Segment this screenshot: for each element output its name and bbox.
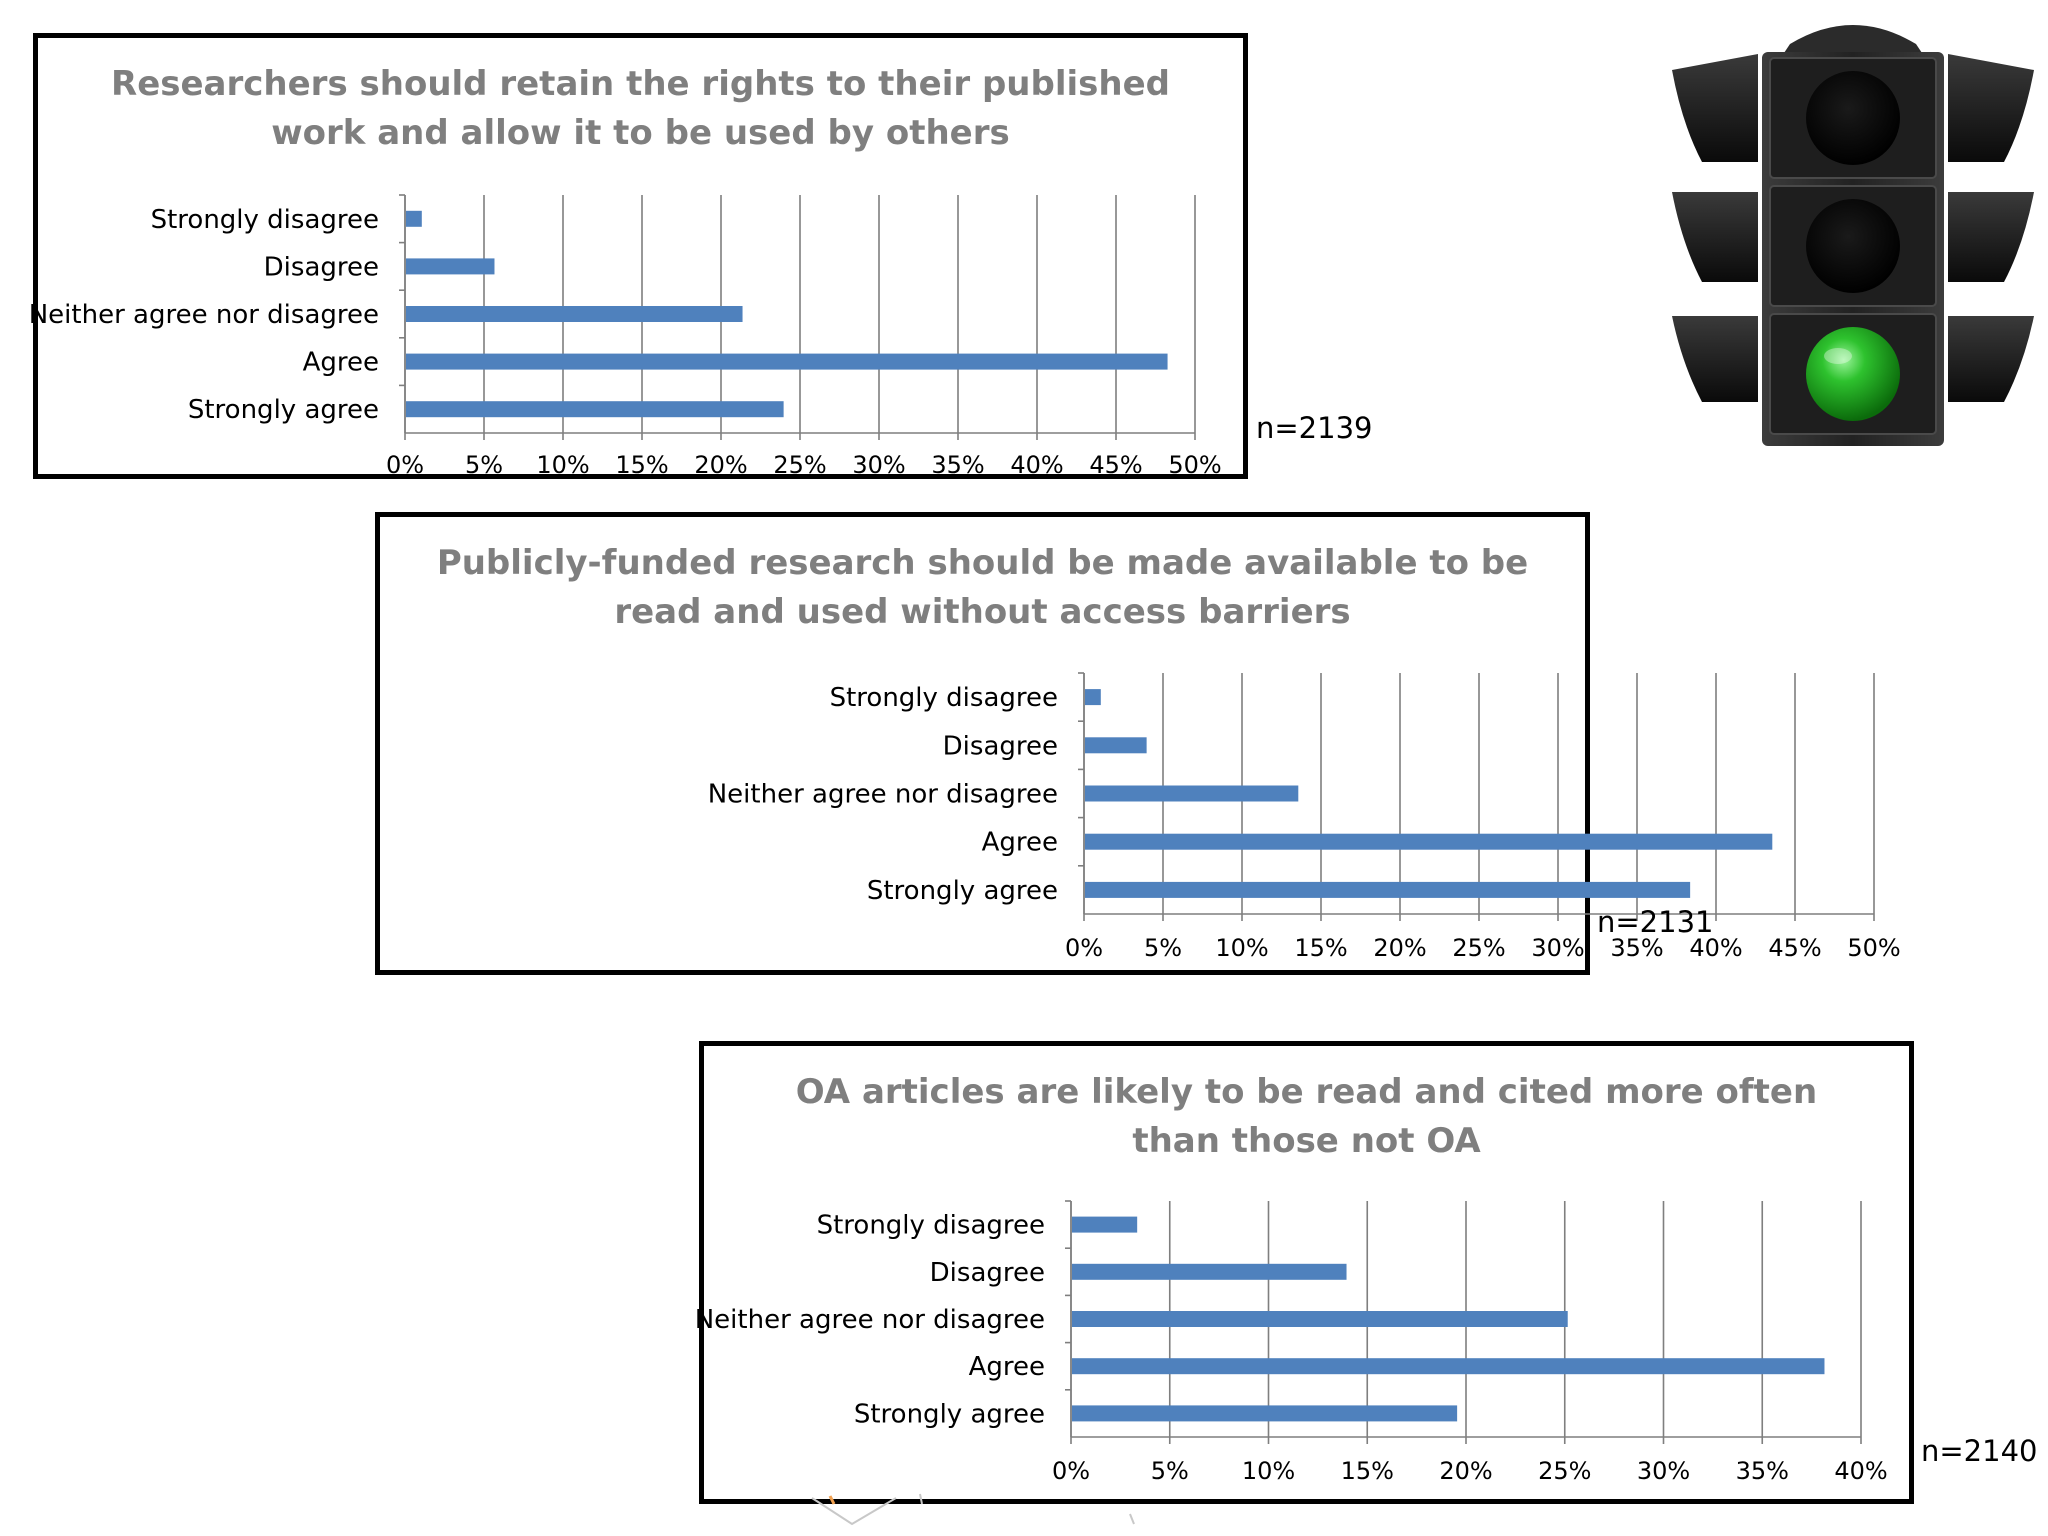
- bar-disagree: [406, 258, 495, 275]
- x-tick-label: 50%: [1168, 451, 1221, 479]
- category-label: Disagree: [943, 731, 1058, 761]
- bar-disagree: [1085, 737, 1147, 754]
- chart-panel-oa-citation: OA articles are likely to be read and ci…: [695, 1041, 1914, 1504]
- bar-chart-rights: 0% 5% 10% 15% 20% 25% 30% 35% 40% 45% 50% Strongly …: [29, 194, 1222, 479]
- bar-neither-agree-nor-disagree: [1085, 785, 1299, 802]
- x-tick-label: 25%: [1538, 1457, 1591, 1485]
- red-lamp-off: [1806, 71, 1900, 165]
- chart-panel-rights: Researchers should retain the rights to …: [29, 33, 1248, 479]
- bar-strongly-disagree: [406, 210, 422, 227]
- chart-title-line-2: read and used without access barriers: [614, 592, 1351, 632]
- cropped-shape-fragment: [811, 1493, 1135, 1526]
- chart-title: Researchers should retain the rights to …: [38, 60, 1243, 158]
- x-tick-label: 30%: [1531, 934, 1584, 962]
- bar-disagree: [1072, 1263, 1347, 1280]
- x-tick-label: 0%: [386, 451, 424, 479]
- category-label: Strongly disagree: [817, 1211, 1045, 1241]
- category-label: Agree: [303, 348, 379, 378]
- x-tick-label: 5%: [1151, 1457, 1189, 1485]
- category-label: Agree: [982, 828, 1058, 858]
- bar-neither-agree-nor-disagree: [406, 306, 743, 322]
- x-tick-label: 10%: [1215, 934, 1268, 962]
- x-tick-label: 15%: [1294, 934, 1347, 962]
- x-tick-label: 35%: [931, 451, 984, 479]
- bar-chart-oa-citation: 0% 5% 10% 15% 20% 25% 30% 35% 40% Strongly disagr…: [695, 1200, 1888, 1485]
- bar-strongly-agree: [1072, 1405, 1458, 1422]
- x-tick-label: 20%: [694, 451, 747, 479]
- x-tick-label: 35%: [1736, 1457, 1789, 1485]
- sample-size-label: n=2131: [1597, 905, 1714, 939]
- x-tick-label: 45%: [1768, 934, 1821, 962]
- x-tick-label: 5%: [1144, 934, 1182, 962]
- x-tick-label: 35%: [1610, 934, 1663, 962]
- x-tick-label: 5%: [465, 451, 503, 479]
- x-tick-label: 40%: [1689, 934, 1742, 962]
- x-tick-label: 20%: [1439, 1457, 1492, 1485]
- amber-lamp-off: [1806, 199, 1900, 293]
- x-tick-label: 10%: [536, 451, 589, 479]
- bar-strongly-disagree: [1072, 1216, 1138, 1233]
- chart-panel-public-funding: Publicly-funded research should be made …: [375, 512, 1901, 975]
- category-label: Strongly disagree: [830, 683, 1058, 713]
- x-tick-label: 0%: [1065, 934, 1103, 962]
- chart-title: OA articles are likely to be read and ci…: [704, 1068, 1909, 1166]
- x-tick-label: 20%: [1373, 934, 1426, 962]
- category-label: Strongly agree: [867, 876, 1058, 906]
- x-tick-label: 15%: [1341, 1457, 1394, 1485]
- chart-title: Publicly-funded research should be made …: [380, 539, 1585, 637]
- x-tick-label: 40%: [1834, 1457, 1887, 1485]
- bar-strongly-agree: [406, 401, 784, 418]
- bar-strongly-agree: [1085, 881, 1691, 898]
- chart-title-line-1: Researchers should retain the rights to …: [111, 64, 1170, 104]
- category-label: Neither agree nor disagree: [708, 780, 1058, 810]
- x-tick-label: 25%: [1452, 934, 1505, 962]
- x-tick-label: 50%: [1847, 934, 1900, 962]
- category-label: Strongly agree: [854, 1399, 1045, 1429]
- bar-neither-agree-nor-disagree: [1072, 1311, 1568, 1327]
- chart-title-line-1: Publicly-funded research should be made …: [436, 543, 1529, 583]
- chart-title-line-2: than those not OA: [1132, 1121, 1481, 1161]
- chart-title-line-1: OA articles are likely to be read and ci…: [795, 1072, 1818, 1112]
- category-label: Strongly agree: [188, 395, 379, 425]
- category-label: Strongly disagree: [151, 205, 379, 235]
- bar-agree: [406, 353, 1168, 370]
- x-tick-label: 0%: [1052, 1457, 1090, 1485]
- bar-agree: [1072, 1358, 1825, 1375]
- traffic-light-icon: [1672, 25, 2034, 446]
- x-tick-label: 30%: [852, 451, 905, 479]
- sample-size-label: n=2140: [1921, 1434, 2038, 1468]
- bar-strongly-disagree: [1085, 689, 1101, 706]
- chart-title-line-2: work and allow it to be used by others: [271, 113, 1010, 153]
- x-tick-label: 15%: [615, 451, 668, 479]
- green-lamp-on: [1806, 327, 1900, 421]
- category-label: Disagree: [930, 1258, 1045, 1288]
- category-label: Disagree: [264, 252, 379, 282]
- x-tick-label: 40%: [1010, 451, 1063, 479]
- category-label: Neither agree nor disagree: [29, 300, 379, 330]
- category-label: Agree: [969, 1352, 1045, 1382]
- category-label: Neither agree nor disagree: [695, 1305, 1045, 1335]
- x-tick-label: 30%: [1637, 1457, 1690, 1485]
- x-tick-label: 10%: [1242, 1457, 1295, 1485]
- x-tick-label: 45%: [1089, 451, 1142, 479]
- bar-agree: [1085, 833, 1773, 850]
- bar-chart-public-funding: 0% 5% 10% 15% 20% 25% 30% 35% 40% 45% 50% Strongly …: [708, 672, 1901, 962]
- sample-size-label: n=2139: [1256, 411, 1373, 445]
- x-tick-label: 25%: [773, 451, 826, 479]
